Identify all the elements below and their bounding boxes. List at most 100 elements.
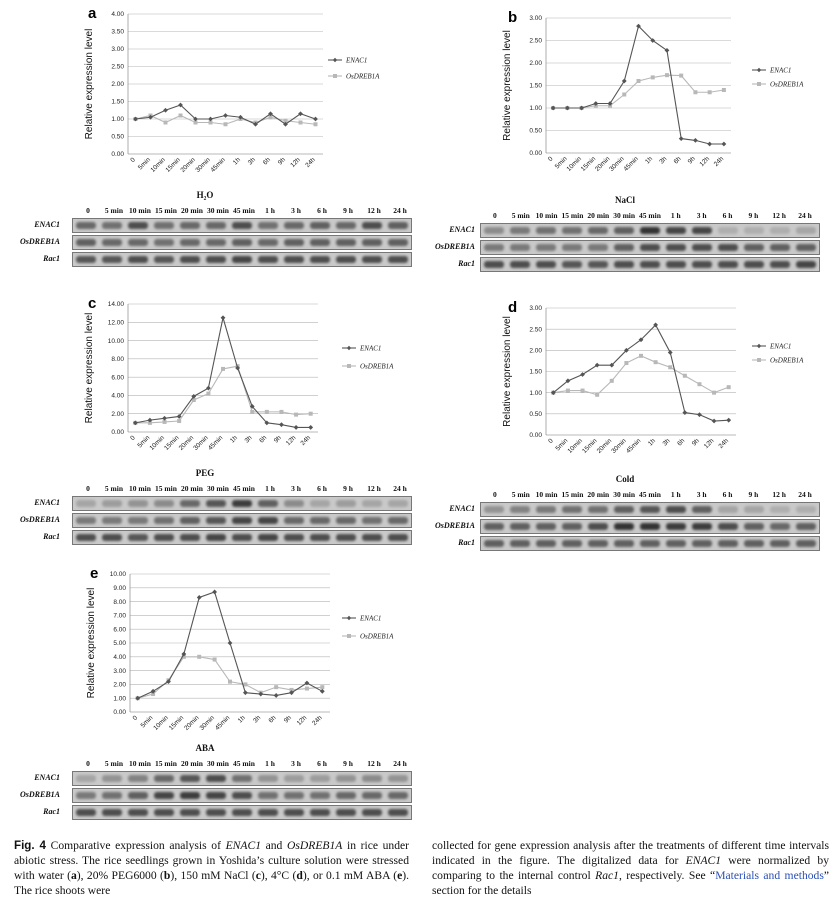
data-point	[212, 589, 218, 595]
y-tick-label: 8.00	[113, 599, 126, 606]
gel-band	[562, 227, 582, 234]
gel-band	[536, 244, 556, 251]
data-point	[304, 686, 309, 691]
materials-methods-link[interactable]: Materials and methods	[715, 869, 824, 882]
gel-band	[510, 540, 530, 547]
gel-band	[154, 500, 174, 507]
gel-strip	[72, 235, 412, 250]
x-tick-label: 45min	[625, 437, 643, 455]
data-point	[593, 101, 599, 106]
gel-band	[258, 239, 278, 246]
data-point	[580, 372, 585, 377]
legend-label: ENAC1	[345, 56, 367, 64]
x-tick-label: 9h	[283, 714, 293, 724]
gel-band	[388, 239, 408, 246]
gel-band	[588, 244, 608, 251]
data-point	[622, 92, 627, 97]
gel-band	[128, 534, 148, 541]
lane-label: 12 h	[367, 759, 381, 768]
data-point	[664, 73, 669, 78]
lane-label: 9 h	[343, 759, 353, 768]
y-axis-label: Relative expression level	[86, 588, 97, 699]
series-OsDREB1A	[551, 353, 731, 397]
data-point	[664, 48, 670, 53]
chart-panel-d: 0.00 0.50 1.00 1.50 2.00 2.50 3.00 0 5min 10min 15…	[490, 298, 835, 463]
y-tick-label: 0.00	[113, 709, 126, 716]
gel-band	[692, 261, 712, 268]
gel-band	[206, 222, 226, 229]
data-point	[726, 417, 732, 423]
gel-band	[232, 792, 252, 799]
lane-label: 12 h	[367, 484, 381, 493]
gel-band	[76, 775, 96, 782]
gel-band	[310, 517, 330, 524]
lane-label: 30 min	[207, 484, 229, 493]
gel-band	[510, 261, 530, 268]
data-point	[250, 409, 255, 414]
gel-band	[770, 227, 790, 234]
gel-band	[284, 222, 304, 229]
gel-band	[284, 256, 304, 263]
gel-band	[232, 775, 252, 782]
lane-label: 15 min	[155, 759, 177, 768]
gel-strip	[72, 771, 412, 786]
gel-band	[102, 809, 122, 816]
y-tick-label: 1.50	[529, 83, 542, 90]
lane-label: 5 min	[104, 484, 124, 493]
x-tick-label: 3h	[244, 434, 254, 444]
gel-band	[180, 256, 200, 263]
gel-cold: Cold 0 5 min 10 min 15 min 20 min 30 min 45 min…	[420, 474, 839, 564]
gel-strip	[72, 496, 412, 511]
data-point	[707, 141, 713, 147]
lane-label: 0	[86, 759, 90, 768]
x-tick-label: 45min	[207, 434, 225, 452]
data-point	[258, 691, 264, 697]
lane-label: 45 min	[233, 206, 255, 215]
legend-label: ENAC1	[769, 342, 791, 350]
y-tick-label: 0.50	[529, 411, 542, 418]
gel-band	[206, 792, 226, 799]
y-tick-label: 0.00	[529, 150, 542, 157]
gel-band	[206, 500, 226, 507]
panel-label: e	[90, 565, 98, 582]
lane-label: 15 min	[155, 484, 177, 493]
gel-band	[258, 534, 278, 541]
data-point	[151, 692, 156, 697]
gel-band	[232, 222, 252, 229]
y-tick-label: 1.00	[529, 390, 542, 397]
data-point	[243, 682, 248, 687]
lane-label: 6 h	[722, 211, 733, 220]
gel-band	[666, 227, 686, 234]
gel-band	[718, 506, 738, 513]
data-point	[163, 120, 168, 125]
lane-label: 10 min	[129, 206, 151, 215]
lane-label: 0	[493, 211, 497, 220]
gel-strip	[72, 788, 412, 803]
gel-band	[666, 261, 686, 268]
x-tick-label: 12h	[698, 155, 711, 168]
panel-label: c	[88, 295, 96, 312]
figure-caption-right: collected for gene expression analysis a…	[432, 839, 829, 897]
series-OsDREB1A	[135, 654, 325, 701]
legend-label: ENAC1	[769, 66, 791, 74]
gel-band	[614, 227, 634, 234]
x-tick-label: 20min	[183, 714, 201, 732]
y-tick-label: 3.50	[111, 29, 124, 36]
gel-band	[336, 792, 356, 799]
gel-band	[232, 256, 252, 263]
x-tick-label: 1h	[647, 437, 657, 447]
y-tick-label: 1.00	[529, 105, 542, 112]
data-point	[274, 685, 279, 690]
gel-row-label: OsDREB1A	[19, 790, 60, 799]
data-point	[283, 118, 288, 123]
data-point	[221, 366, 225, 371]
gel-band	[310, 239, 330, 246]
gel-band	[718, 244, 738, 251]
gel-band	[484, 540, 504, 547]
data-point	[707, 90, 712, 95]
gel-band	[692, 540, 712, 547]
x-tick-label: 30min	[192, 434, 210, 452]
chart-a: 0.000.501.001.502.002.503.003.504.000 5mi…	[84, 5, 380, 174]
gel-band	[770, 244, 790, 251]
